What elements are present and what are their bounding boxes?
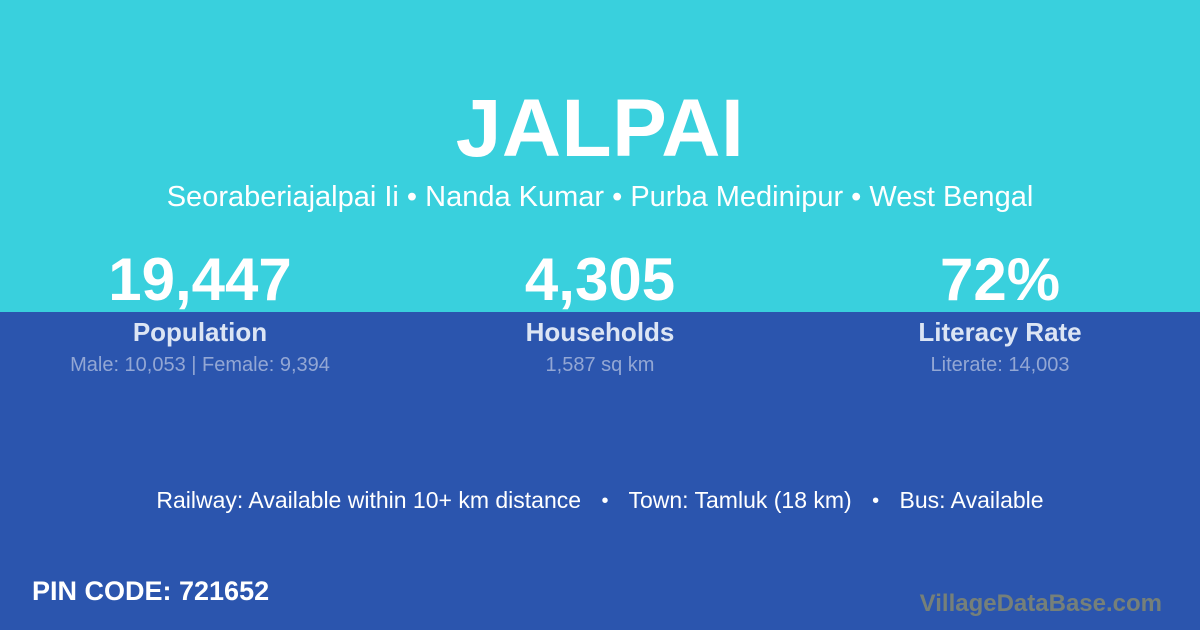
pin-code: PIN CODE: 721652 xyxy=(32,576,270,606)
population-label: Population xyxy=(132,317,268,347)
households-label: Households xyxy=(525,317,675,347)
literacy-rate-detail: Literate: 14,003 xyxy=(930,354,1070,376)
stat-literacy-rate: 72% Literacy Rate Literate: 14,003 xyxy=(800,248,1200,377)
population-detail: Male: 10,053 | Female: 9,394 xyxy=(70,354,330,376)
town-info: Town: Tamluk (18 km) xyxy=(628,487,852,513)
bullet-separator: • xyxy=(872,490,880,512)
households-value: 4,305 xyxy=(524,246,676,313)
stat-households: 4,305 Households 1,587 sq km xyxy=(400,248,800,377)
bullet-separator: • xyxy=(601,490,609,512)
literacy-rate-value: 72% xyxy=(939,246,1061,313)
site-watermark: VillageDataBase.com xyxy=(919,590,1162,617)
stats-row: 19,447 Population Male: 10,053 | Female:… xyxy=(0,248,1200,377)
bus-info: Bus: Available xyxy=(899,487,1044,513)
literacy-rate-label: Literacy Rate xyxy=(918,317,1082,347)
stat-population: 19,447 Population Male: 10,053 | Female:… xyxy=(0,248,400,377)
transport-info-line: Railway: Available within 10+ km distanc… xyxy=(0,486,1200,515)
households-detail: 1,587 sq km xyxy=(545,354,655,376)
railway-info: Railway: Available within 10+ km distanc… xyxy=(156,487,582,513)
village-title: JALPAI xyxy=(455,83,745,174)
header-section: JALPAI Seoraberiajalpai Ii • Nanda Kumar… xyxy=(0,0,1200,312)
location-breadcrumb: Seoraberiajalpai Ii • Nanda Kumar • Purb… xyxy=(166,181,1034,213)
population-value: 19,447 xyxy=(108,246,292,313)
